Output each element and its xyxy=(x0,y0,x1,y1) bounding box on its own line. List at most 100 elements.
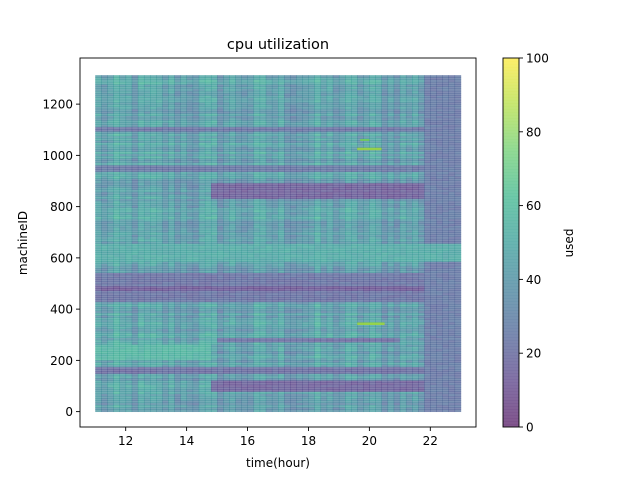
heatmap-cell xyxy=(198,263,206,267)
heatmap-cell xyxy=(278,227,285,231)
heatmap-cell xyxy=(180,294,188,298)
heatmap-cell xyxy=(125,386,133,390)
heatmap-cell xyxy=(320,297,328,300)
heatmap-cell xyxy=(290,355,297,359)
heatmap-cell xyxy=(314,265,322,269)
heatmap-cell xyxy=(442,391,449,395)
heatmap-cell xyxy=(259,324,267,327)
heatmap-cell xyxy=(131,256,139,260)
heatmap-cell xyxy=(162,312,169,316)
heatmap-cell xyxy=(442,259,449,262)
heatmap-cell xyxy=(326,366,334,370)
heatmap-cell xyxy=(186,268,194,271)
heatmap-cell xyxy=(204,371,212,374)
heatmap-cell xyxy=(290,351,297,354)
heatmap-cell xyxy=(180,342,188,345)
heatmap-cell xyxy=(156,310,163,314)
heatmap-cell xyxy=(424,326,431,330)
heatmap-cell xyxy=(210,297,218,300)
heatmap-cell xyxy=(436,333,443,336)
heatmap-cell xyxy=(198,245,206,249)
heatmap-cell xyxy=(186,342,194,345)
heatmap-cell xyxy=(168,346,175,350)
heatmap-cell xyxy=(168,357,175,361)
heatmap-cell xyxy=(113,308,120,312)
heatmap-cell xyxy=(296,303,303,307)
heatmap-cell xyxy=(326,317,334,321)
heatmap-cell xyxy=(113,366,120,370)
heatmap-cell xyxy=(314,328,322,332)
heatmap-cell xyxy=(363,395,370,399)
heatmap-cell xyxy=(399,232,407,235)
heatmap-cell xyxy=(338,290,346,294)
heatmap-cell xyxy=(375,238,382,242)
heatmap-cell xyxy=(442,393,449,397)
heatmap-cell xyxy=(314,409,322,413)
heatmap-cell xyxy=(424,398,431,401)
heatmap-cell xyxy=(387,265,395,269)
heatmap-cell xyxy=(192,306,200,309)
heatmap-cell xyxy=(381,364,389,368)
heatmap-cell xyxy=(296,310,303,314)
heatmap-cell xyxy=(296,395,303,399)
heatmap-cell xyxy=(168,279,175,282)
heatmap-cell xyxy=(113,263,120,267)
heatmap-cell xyxy=(405,351,413,354)
heatmap-cell xyxy=(424,225,431,229)
heatmap-cell xyxy=(345,243,352,247)
heatmap-cell xyxy=(424,229,431,233)
heatmap-cell xyxy=(284,270,291,273)
heatmap-cell xyxy=(253,227,261,231)
heatmap-cell xyxy=(223,279,230,282)
heatmap-cell xyxy=(247,274,255,278)
heatmap-cell xyxy=(119,360,127,363)
heatmap-cell xyxy=(412,324,419,327)
heatmap-cell xyxy=(119,303,127,307)
heatmap-cell xyxy=(357,393,364,397)
heatmap-cell xyxy=(375,263,382,267)
heatmap-cell xyxy=(235,380,242,383)
heatmap-cell xyxy=(235,227,242,231)
heatmap-cell xyxy=(168,238,175,242)
heatmap-cell xyxy=(113,283,120,287)
heatmap-cell xyxy=(271,270,279,273)
heatmap-cell xyxy=(448,369,456,372)
heatmap-cell xyxy=(302,254,309,258)
heatmap-cell xyxy=(357,234,364,238)
heatmap-cell xyxy=(241,310,248,314)
heatmap-cell xyxy=(436,243,443,247)
heatmap-cell xyxy=(137,225,145,229)
heatmap-cell xyxy=(259,362,267,365)
heatmap-cell xyxy=(308,259,315,262)
heatmap-cell xyxy=(363,288,370,291)
heatmap-cell xyxy=(326,250,334,253)
heatmap-cell xyxy=(143,371,151,374)
heatmap-cell xyxy=(107,301,114,305)
heatmap-cell xyxy=(143,355,151,359)
heatmap-cell xyxy=(393,263,401,267)
heatmap-cell xyxy=(308,232,315,235)
heatmap-cell xyxy=(156,317,163,321)
heatmap-cell xyxy=(302,238,309,242)
heatmap-cell xyxy=(448,373,456,377)
heatmap-cell xyxy=(405,268,413,271)
heatmap-cell xyxy=(143,250,151,253)
heatmap-cell xyxy=(357,386,364,390)
heatmap-cell xyxy=(308,369,315,372)
heatmap-cell xyxy=(436,229,443,233)
heatmap-cell xyxy=(235,279,242,282)
heatmap-cell xyxy=(143,344,151,347)
heatmap-cell xyxy=(290,382,297,386)
heatmap-cell xyxy=(399,348,407,352)
heatmap-cell xyxy=(210,351,218,354)
heatmap-cell xyxy=(180,297,188,300)
heatmap-cell xyxy=(399,303,407,307)
heatmap-cell xyxy=(436,290,443,294)
heatmap-cell xyxy=(180,263,188,267)
heatmap-cell xyxy=(314,245,322,249)
heatmap-cell xyxy=(125,261,133,264)
heatmap-cell xyxy=(217,386,224,390)
heatmap-cell xyxy=(168,277,175,280)
heatmap-cell xyxy=(95,409,102,413)
heatmap-cell xyxy=(296,400,303,404)
